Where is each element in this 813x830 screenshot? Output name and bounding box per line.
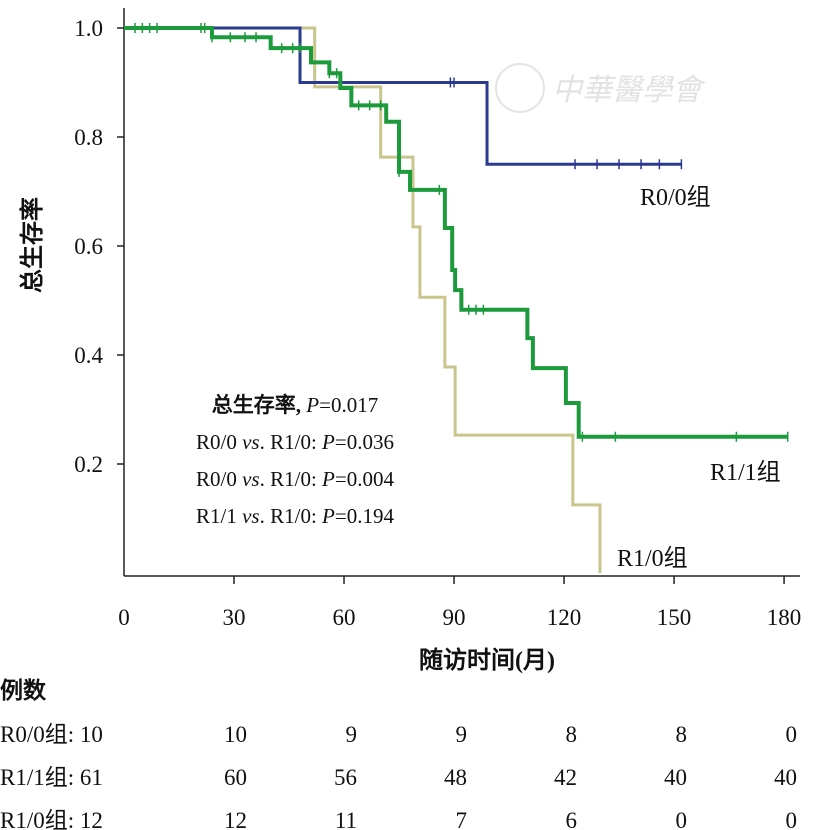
svg-text:中華醫學會: 中華醫學會 <box>552 74 706 107</box>
y-tick-label: 0.8 <box>74 125 103 150</box>
risk-row-label: R1/1组: 61 <box>0 765 103 790</box>
risk-value: 9 <box>346 722 358 747</box>
comparison-stat: R0/0 vs. R1/0: P=0.036 <box>196 430 394 454</box>
stats-title: 总生存率, P=0.017 <box>212 393 378 417</box>
legend-label-r10: R1/0组 <box>617 545 688 572</box>
comparison-stat: R1/1 vs. R1/0: P=0.194 <box>196 504 394 528</box>
x-tick-label: 60 <box>333 605 356 630</box>
y-tick-label: 0.2 <box>74 452 103 477</box>
risk-value: 6 <box>566 808 578 830</box>
legend-label-r00: R0/0组 <box>640 184 711 211</box>
risk-value: 11 <box>335 808 357 830</box>
x-tick-label: 30 <box>223 605 246 630</box>
risk-table-title: 例数 <box>0 678 47 703</box>
risk-value: 0 <box>786 808 798 830</box>
x-tick-label: 150 <box>657 605 692 630</box>
survival-curve-1 <box>124 26 788 439</box>
x-tick-label: 120 <box>547 605 582 630</box>
legend-label-r11: R1/1组 <box>710 459 781 486</box>
y-tick-label: 0.6 <box>74 234 103 259</box>
risk-value: 42 <box>554 765 577 790</box>
risk-value: 40 <box>664 765 687 790</box>
risk-value: 48 <box>444 765 467 790</box>
risk-value: 0 <box>676 808 688 830</box>
curves <box>124 23 789 573</box>
risk-value: 56 <box>334 765 357 790</box>
survival-curve-0 <box>124 26 682 166</box>
risk-value: 12 <box>224 808 247 830</box>
x-tick-label: 0 <box>118 605 130 630</box>
x-axis-label: 随访时间(月) <box>419 647 555 674</box>
risk-value: 8 <box>676 722 688 747</box>
x-tick-label: 90 <box>443 605 466 630</box>
survival-curve-2 <box>124 26 602 573</box>
risk-value: 40 <box>774 765 797 790</box>
risk-value: 9 <box>456 722 468 747</box>
risk-value: 0 <box>786 722 798 747</box>
risk-value: 7 <box>456 808 468 830</box>
y-tick-label: 1.0 <box>74 16 103 41</box>
watermark: 中華醫學會 <box>495 63 706 113</box>
risk-row-label: R1/0组: 12 <box>0 808 103 830</box>
risk-value: 10 <box>224 722 247 747</box>
comparison-stat: R0/0 vs. R1/0: P=0.004 <box>196 467 394 491</box>
risk-value: 60 <box>224 765 247 790</box>
y-tick-label: 0.4 <box>74 343 103 368</box>
axes: 1.0 0.8 0.6 0.4 0.2 0 30 60 90 120 150 180 <box>74 8 801 630</box>
x-tick-label: 180 <box>767 605 802 630</box>
risk-value: 8 <box>566 722 578 747</box>
risk-row-label: R0/0组: 10 <box>0 722 103 747</box>
comparisons: R0/0 vs. R1/0: P=0.036 R0/0 vs. R1/0: P=0… <box>196 430 394 528</box>
y-axis-label: 总生存率 <box>18 197 46 293</box>
